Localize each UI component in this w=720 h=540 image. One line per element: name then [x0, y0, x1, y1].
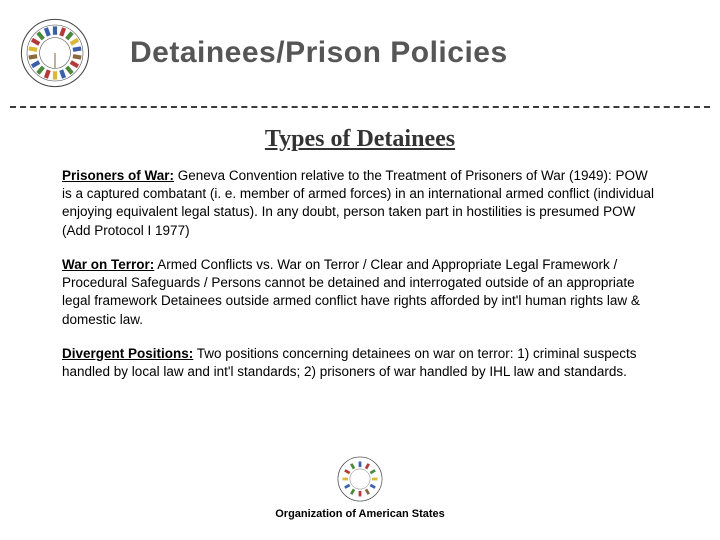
header: Detainees/Prison Policies	[0, 0, 720, 98]
page-title: Detainees/Prison Policies	[130, 36, 508, 70]
content-area: Prisoners of War: Geneva Convention rela…	[0, 167, 720, 381]
lead-divergent: Divergent Positions:	[62, 346, 193, 361]
oas-logo-small-icon	[337, 456, 383, 502]
oas-logo-icon	[20, 18, 90, 88]
paragraph-divergent: Divergent Positions: Two positions conce…	[62, 345, 658, 381]
footer-text: Organization of American States	[0, 508, 720, 520]
paragraph-pow: Prisoners of War: Geneva Convention rela…	[62, 167, 658, 240]
paragraph-terror: War on Terror: Armed Conflicts vs. War o…	[62, 256, 658, 329]
title-separator	[10, 106, 710, 108]
footer: Organization of American States	[0, 456, 720, 520]
lead-terror: War on Terror:	[62, 257, 154, 272]
subtitle: Types of Detainees	[0, 126, 720, 153]
lead-pow: Prisoners of War:	[62, 168, 174, 183]
